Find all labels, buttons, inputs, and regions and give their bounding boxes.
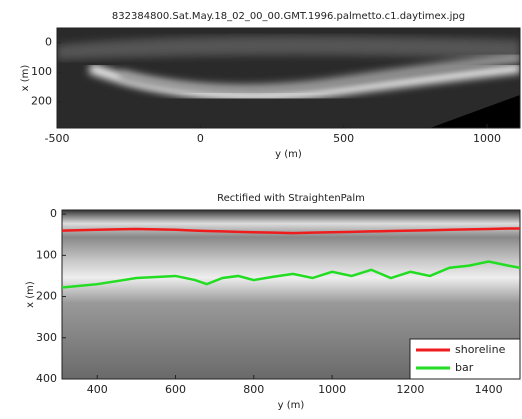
chart-title: 832384800.Sat.May.18_02_00_00.GMT.1996.p… xyxy=(112,11,465,22)
y-axis-label: x (m) xyxy=(20,65,31,92)
y-tick-label: 300 xyxy=(36,331,57,344)
chart-title: Rectified with StraightenPalm xyxy=(217,193,365,204)
series-line xyxy=(62,260,520,289)
y-tick-label: 100 xyxy=(31,65,52,78)
timex-image xyxy=(57,28,520,128)
x-axis-label: y (m) xyxy=(278,400,305,411)
y-tick-label: 0 xyxy=(50,207,57,220)
y-tick-label: 100 xyxy=(36,248,57,261)
x-tick-label: 1000 xyxy=(318,383,346,396)
legend-box xyxy=(409,338,521,380)
x-tick-label: 800 xyxy=(243,383,264,396)
x-tick-label: 500 xyxy=(333,132,354,145)
x-tick-label: -500 xyxy=(45,132,70,145)
axes-frame xyxy=(56,27,521,129)
legend-label: bar xyxy=(455,361,474,374)
legend-label: shoreline xyxy=(455,343,506,356)
y-tick-label: 0 xyxy=(45,36,52,49)
x-tick-label: 400 xyxy=(87,383,108,396)
y-tick-label: 200 xyxy=(36,290,57,303)
x-axis-label: y (m) xyxy=(275,149,302,160)
series-line xyxy=(62,227,520,235)
x-tick-label: 0 xyxy=(197,132,204,145)
y-axis-label: x (m) xyxy=(25,281,36,308)
x-tick-label: 600 xyxy=(165,383,186,396)
y-tick-label: 400 xyxy=(36,372,57,385)
y-tick-label: 200 xyxy=(31,95,52,108)
x-tick-label: 1000 xyxy=(473,132,501,145)
axes-frame xyxy=(61,209,521,380)
x-tick-label: 1200 xyxy=(396,383,424,396)
x-tick-label: 1400 xyxy=(475,383,503,396)
